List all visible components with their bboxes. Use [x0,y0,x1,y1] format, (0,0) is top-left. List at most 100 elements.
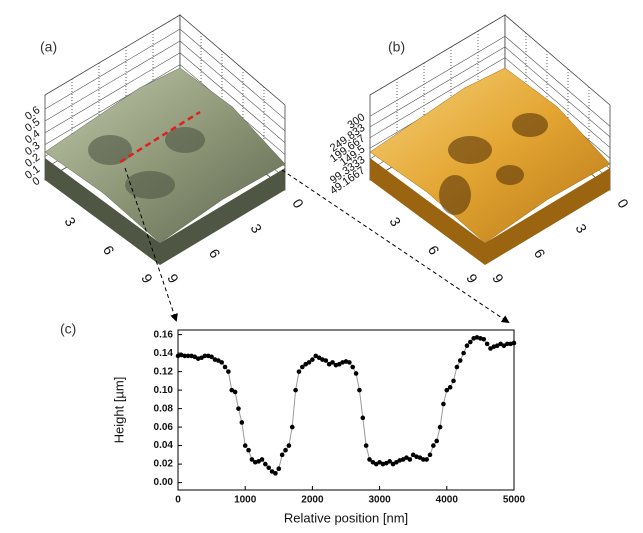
x-tick-label: 0 [175,495,181,506]
point [316,355,322,361]
y-tick-label: 0 [289,196,307,211]
point [404,455,409,460]
point [222,364,228,370]
y-tick-label: 0 [614,196,632,211]
surface-feature [88,135,132,165]
point [431,443,436,448]
point [384,460,389,466]
y-axis-label: Height [µm] [111,377,126,444]
panel-label: (a) [40,39,57,55]
point [259,457,265,462]
point [326,361,332,367]
surface-feature [439,175,471,215]
x-tick-label: 6 [425,243,443,258]
arrow [124,167,178,322]
surface-skirt [370,158,610,265]
surface-feature [496,165,524,185]
x-tick-label: 4000 [436,495,459,506]
point [400,457,406,462]
y-tick-label: 0.00 [154,477,174,488]
z-tick-label: 0 [30,175,42,188]
point [420,457,426,462]
profile-line [177,336,515,475]
panel-label: (b) [388,39,405,55]
point [350,364,356,370]
point [303,361,308,367]
y-tick-label: 9 [489,271,507,286]
grid-line [44,52,286,144]
point [511,340,517,346]
point [336,361,342,367]
y-tick-label: 0.16 [154,329,174,340]
y-tick-label: 3 [248,221,266,236]
point [468,339,473,345]
point [447,385,453,390]
point [494,343,500,349]
point [293,387,298,393]
point [232,389,238,395]
point [209,354,214,360]
y-tick-label: 6 [206,246,224,261]
point [330,360,335,365]
point [266,465,272,471]
point [279,452,285,458]
y-tick-label: 0.04 [154,440,174,451]
x-tick-label: 2000 [301,495,324,506]
y-tick-label: 9 [164,271,182,286]
grid-line [44,28,286,120]
y-tick-label: 0.12 [154,366,174,377]
y-tick-label: 3 [573,221,591,236]
panel-label: (c) [60,321,76,337]
point [246,447,251,453]
x-tick-label: 9 [463,271,481,286]
grid-line [369,35,611,127]
point [310,357,315,362]
y-tick-label: 0.08 [154,403,174,414]
panels: 00.10.20.30.40.50.63690369(a)49.166799.3… [23,14,632,525]
z-tick-label: 0.6 [23,104,42,123]
point [377,459,382,465]
point [434,438,440,444]
point [424,457,429,462]
point [417,455,423,460]
point [239,420,245,425]
point [461,350,466,356]
point [390,461,396,467]
y-tick-label: 0.06 [154,422,174,433]
point [360,415,366,421]
point [407,457,413,462]
point [451,378,456,384]
surface-feature [512,113,548,137]
point [306,360,312,365]
point [286,443,292,448]
grid-line [44,40,286,132]
point [464,343,470,349]
point [457,358,463,363]
surface-feature [125,171,175,199]
point [219,360,224,365]
arrow [281,169,510,324]
point [347,360,352,365]
point [249,457,255,462]
y-tick-label: 0.14 [154,348,174,359]
surface [44,67,286,244]
point [387,459,392,464]
point [289,424,295,430]
y-tick-label: 0.10 [154,385,174,396]
point [394,459,399,465]
point [444,387,450,393]
surface-feature [448,136,492,164]
point [276,466,282,472]
point [427,452,433,458]
point [269,469,275,474]
y-tick-label: 6 [531,246,549,261]
point [236,406,241,411]
point [192,354,198,360]
point [488,346,493,351]
point [263,461,268,467]
plot-frame [177,329,515,491]
point [357,387,362,393]
point [370,459,376,465]
point [484,341,490,347]
